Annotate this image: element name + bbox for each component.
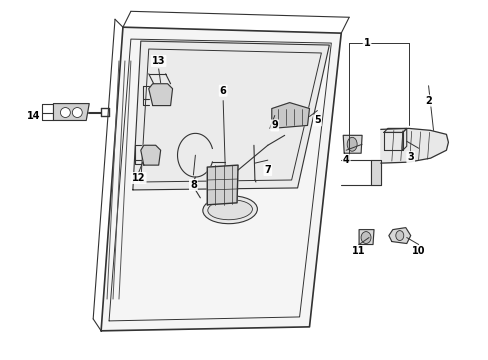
Ellipse shape: [203, 196, 257, 224]
Polygon shape: [101, 27, 341, 331]
Text: 9: 9: [271, 121, 278, 130]
Polygon shape: [380, 129, 447, 163]
Ellipse shape: [360, 231, 370, 243]
Text: 13: 13: [152, 56, 165, 66]
Text: 4: 4: [342, 155, 349, 165]
Circle shape: [61, 108, 70, 117]
Polygon shape: [53, 104, 89, 121]
Ellipse shape: [346, 137, 356, 151]
Text: 5: 5: [313, 116, 320, 126]
Polygon shape: [133, 41, 328, 190]
Polygon shape: [370, 160, 380, 185]
Ellipse shape: [207, 200, 252, 220]
Polygon shape: [148, 84, 172, 105]
Text: 6: 6: [219, 86, 226, 96]
Polygon shape: [141, 145, 161, 165]
Polygon shape: [383, 129, 406, 132]
Text: 8: 8: [189, 180, 197, 190]
Text: 7: 7: [264, 165, 271, 175]
Text: 12: 12: [132, 173, 145, 183]
Polygon shape: [343, 135, 361, 153]
Ellipse shape: [395, 231, 403, 240]
Circle shape: [72, 108, 82, 117]
Polygon shape: [388, 228, 410, 243]
Text: 11: 11: [352, 247, 365, 256]
Text: 3: 3: [407, 152, 413, 162]
Text: 10: 10: [411, 247, 425, 256]
Text: 2: 2: [425, 96, 431, 105]
Polygon shape: [402, 129, 406, 150]
Text: 14: 14: [27, 111, 41, 121]
Text: 1: 1: [363, 38, 370, 48]
Polygon shape: [271, 103, 309, 129]
Polygon shape: [207, 165, 238, 205]
Polygon shape: [383, 132, 402, 150]
Polygon shape: [358, 230, 373, 244]
